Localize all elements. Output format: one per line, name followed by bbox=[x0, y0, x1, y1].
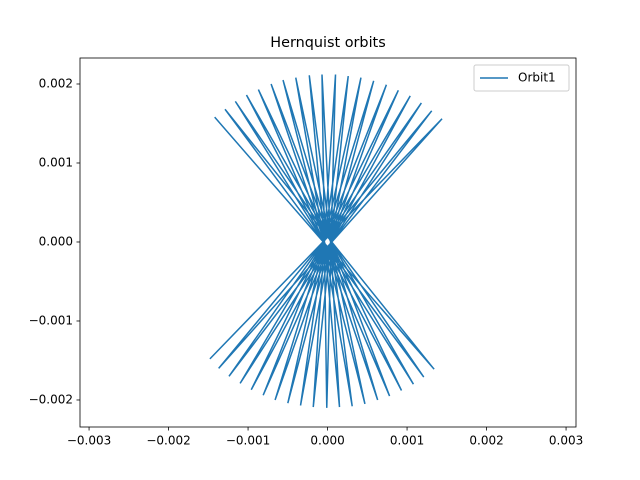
y-tick-label: 0.001 bbox=[39, 155, 73, 169]
x-tick-label: 0.001 bbox=[390, 434, 424, 448]
orbit-line bbox=[209, 74, 443, 408]
y-tick-label: −0.001 bbox=[29, 313, 73, 327]
chart-title: Hernquist orbits bbox=[270, 35, 385, 51]
legend-box bbox=[473, 64, 570, 92]
x-tick-label: −0.001 bbox=[226, 434, 270, 448]
x-tick-label: 0.000 bbox=[310, 434, 344, 448]
x-tick-label: −0.003 bbox=[67, 434, 111, 448]
x-tick-label: −0.002 bbox=[146, 434, 190, 448]
legend-label: Orbit1 bbox=[518, 71, 556, 85]
plot-frame bbox=[79, 57, 577, 428]
y-tick-label: 0.000 bbox=[39, 234, 73, 248]
y-tick-label: 0.002 bbox=[39, 76, 73, 90]
x-tick-label: 0.003 bbox=[549, 434, 583, 448]
x-tick-label: 0.002 bbox=[469, 434, 503, 448]
y-tick-label: −0.002 bbox=[29, 392, 73, 406]
